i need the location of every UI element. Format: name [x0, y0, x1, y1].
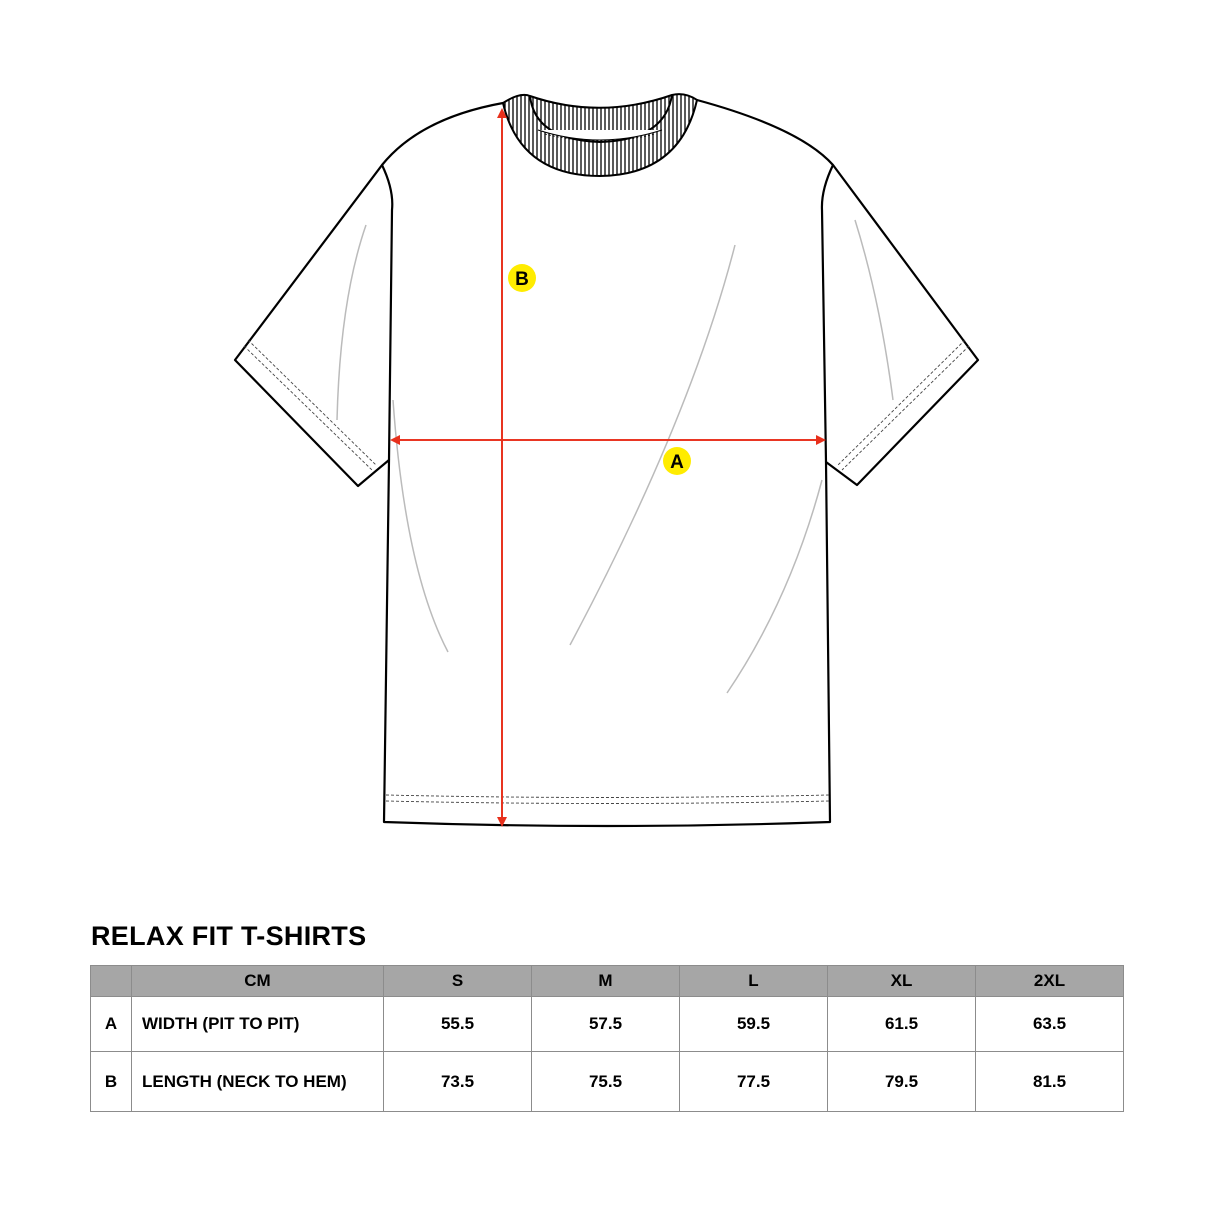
cell-value: 81.5 [975, 1051, 1124, 1112]
header-size: XL [827, 965, 976, 997]
header-key [90, 965, 132, 997]
stitching [243, 339, 970, 804]
cell-value: 73.5 [383, 1051, 532, 1112]
row-label: LENGTH (NECK TO HEM) [131, 1051, 384, 1112]
collar-rib [501, 93, 699, 178]
width-badge-label: A [670, 452, 684, 473]
header-size: L [679, 965, 828, 997]
width-badge: A [663, 447, 691, 475]
cell-value: 63.5 [975, 996, 1124, 1052]
cell-value: 55.5 [383, 996, 532, 1052]
row-key: A [90, 996, 132, 1052]
size-table: CM S M L XL 2XL A WIDTH (PIT TO PIT) 55.… [90, 965, 1124, 1112]
cell-value: 77.5 [679, 1051, 828, 1112]
cell-value: 59.5 [679, 996, 828, 1052]
header-size: 2XL [975, 965, 1124, 997]
header-unit: CM [131, 965, 384, 997]
header-size: M [531, 965, 680, 997]
row-label: WIDTH (PIT TO PIT) [131, 996, 384, 1052]
cell-value: 61.5 [827, 996, 976, 1052]
shirt-outline [233, 98, 980, 828]
cell-value: 79.5 [827, 1051, 976, 1112]
length-badge: B [508, 264, 536, 292]
cell-value: 75.5 [531, 1051, 680, 1112]
cell-value: 57.5 [531, 996, 680, 1052]
length-badge-label: B [515, 269, 529, 290]
tshirt-diagram: B A [233, 93, 980, 828]
fold-shading [336, 219, 894, 694]
chart-title: RELAX FIT T-SHIRTS [91, 921, 367, 951]
row-key: B [90, 1051, 132, 1112]
table-header: CM S M L XL 2XL [90, 965, 1124, 997]
table-row: A WIDTH (PIT TO PIT) 55.5 57.5 59.5 61.5… [90, 996, 1124, 1052]
header-size: S [383, 965, 532, 997]
table-row: B LENGTH (NECK TO HEM) 73.5 75.5 77.5 79… [90, 1051, 1124, 1112]
